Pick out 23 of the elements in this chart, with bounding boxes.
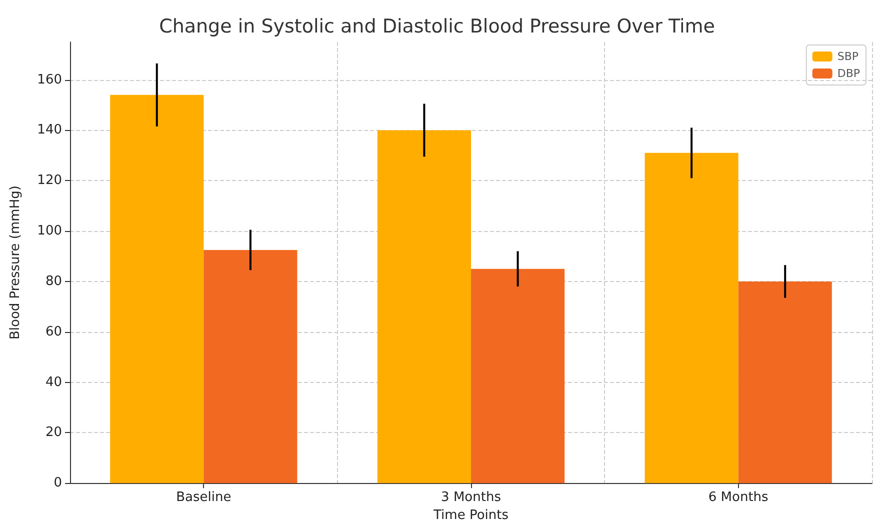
x-tick-label: 3 Months	[441, 490, 502, 506]
y-tick-label: 120	[37, 173, 62, 188]
y-tick-label: 0	[54, 476, 62, 491]
y-tick-label: 60	[45, 324, 62, 340]
y-tick-label: 140	[37, 122, 62, 138]
bar	[738, 281, 832, 484]
bar	[377, 130, 471, 484]
bar	[644, 152, 738, 484]
x-axis-title: Time Points	[432, 508, 509, 523]
y-tick-label: 20	[45, 425, 62, 440]
y-tick-label: 100	[37, 224, 62, 239]
y-tick-label: 40	[45, 374, 62, 390]
chart-title: Change in Systolic and Diastolic Blood Pressure Over Time	[159, 16, 715, 38]
x-tick-label: Baseline	[176, 490, 232, 506]
y-tick-label: 160	[37, 72, 62, 88]
y-tick-label: 80	[45, 274, 62, 289]
bar	[471, 268, 565, 484]
legend-label: SBP	[837, 50, 859, 63]
bar	[110, 94, 204, 484]
legend-label: DBP	[837, 67, 860, 80]
y-axis-title: Blood Pressure (mmHg)	[8, 186, 23, 340]
bar	[204, 250, 298, 484]
x-tick-label: 6 Months	[708, 490, 769, 506]
